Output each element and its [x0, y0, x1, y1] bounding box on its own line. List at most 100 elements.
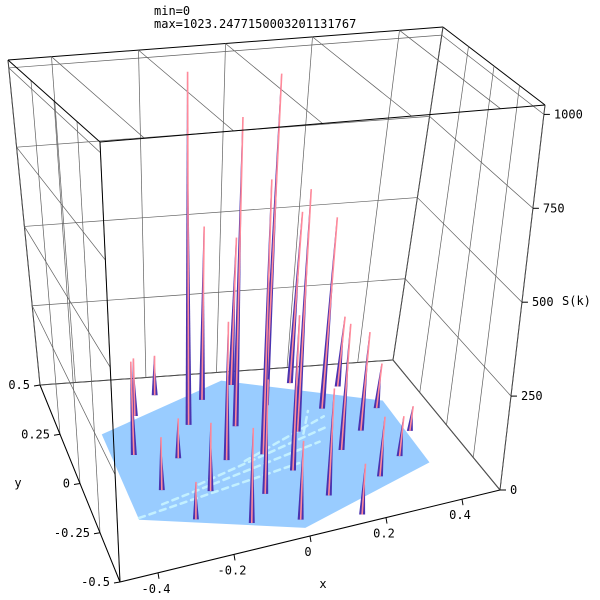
- spike-26: [325, 388, 336, 496]
- spike-29: [359, 463, 367, 515]
- x-tick-mark-2: [309, 535, 312, 543]
- spike-3: [198, 226, 205, 400]
- z-tick-label-2: 500: [532, 295, 554, 309]
- grid-y-right-0: [499, 104, 546, 491]
- y-tick-mark-1: [93, 532, 101, 535]
- x-tick-label-2: 0: [304, 545, 311, 559]
- grid-x-top-1: [138, 49, 234, 132]
- y-tick-label-3: 0.25: [21, 427, 50, 441]
- max-label: max=1023.2477150003201131767: [154, 17, 357, 31]
- spike-14: [357, 331, 371, 431]
- spike-body: [325, 388, 334, 496]
- spike-highlight: [340, 323, 352, 451]
- y-tick-mark-0: [113, 581, 121, 584]
- front-edge-4: [7, 59, 101, 143]
- spike-21: [207, 422, 214, 492]
- spike-19: [158, 437, 165, 491]
- spike-8: [319, 217, 339, 409]
- spike-highlight: [264, 379, 269, 494]
- x-tick-mark-0: [157, 572, 160, 579]
- spike-body: [260, 179, 272, 455]
- z-tick-label-0: 0: [510, 483, 517, 497]
- floor-stripe-3: [243, 415, 326, 463]
- floor-stripe-0: [137, 461, 301, 520]
- z-tick-label-4: 1000: [554, 107, 583, 121]
- y-tick-mark-2: [73, 483, 81, 485]
- spike-body: [228, 237, 236, 385]
- spike-body: [357, 332, 370, 431]
- spike-highlight: [375, 363, 383, 409]
- grid-y-left-1: [76, 121, 101, 533]
- floor-stripe-4: [302, 409, 310, 435]
- spike-highlight: [336, 316, 346, 387]
- spike-body: [373, 363, 382, 409]
- x-tick-mark-1: [233, 554, 236, 561]
- spike-22: [396, 416, 405, 457]
- floor-stripe-1: [160, 440, 321, 506]
- floor-stripe-2: [197, 425, 328, 486]
- spike-body: [338, 323, 351, 451]
- y-axis-label: y: [14, 476, 21, 490]
- x-tick-mark-4: [461, 499, 464, 506]
- grid-x-back-3: [286, 36, 313, 368]
- spike-0: [228, 237, 238, 386]
- spike-13: [175, 418, 182, 459]
- spike-18: [338, 323, 352, 451]
- spike-highlight: [264, 73, 283, 406]
- spike-highlight: [409, 406, 414, 431]
- y-tick-label-4: 0.5: [8, 378, 30, 392]
- grid-y-left-2: [53, 100, 81, 484]
- spike-highlight: [230, 237, 238, 386]
- spike-body: [396, 416, 404, 457]
- spike-body: [286, 211, 302, 384]
- spike-highlight: [186, 71, 190, 425]
- spike-9: [232, 117, 244, 427]
- spike-body: [289, 315, 299, 471]
- spike-23: [262, 379, 269, 494]
- spike-28: [297, 440, 305, 520]
- spike-11: [129, 361, 137, 456]
- spike-15: [223, 321, 230, 461]
- grid-x-top-0: [51, 56, 145, 139]
- grid-y-right-2: [446, 65, 495, 426]
- x-tick-label-1: -0.2: [218, 563, 247, 577]
- grid-x-top-2: [225, 43, 323, 124]
- front-edge-2: [99, 141, 121, 583]
- z-axis-label: S(k): [562, 294, 591, 308]
- grid-x-back-1: [138, 50, 147, 378]
- spike-highlight: [225, 321, 230, 461]
- grid-y-right-3: [419, 46, 469, 393]
- z-tick-label-1: 250: [521, 389, 543, 403]
- z-tick-label-3: 750: [543, 201, 565, 215]
- spike-highlight: [289, 211, 304, 384]
- spike-highlight: [299, 440, 305, 520]
- spike-body: [376, 416, 385, 477]
- x-tick-label-0: -0.4: [142, 582, 171, 596]
- y-tick-label-0: -0.5: [81, 575, 110, 589]
- y-tick-label-1: -0.25: [54, 526, 90, 540]
- spike-2: [286, 211, 304, 384]
- y-tick-label-2: 0: [63, 477, 70, 491]
- spike-highlight: [201, 226, 205, 400]
- spike-highlight: [398, 416, 405, 457]
- grid-y-left-3: [30, 80, 61, 435]
- spike-highlight: [160, 437, 163, 491]
- x-tick-mark-3: [385, 517, 388, 524]
- spike-body: [334, 316, 345, 387]
- grid-x-top-4: [399, 30, 501, 109]
- grid-x-back-0: [51, 56, 76, 383]
- spike-4: [334, 316, 346, 387]
- grid-x-back-4: [357, 30, 400, 363]
- x-tick-label-4: 0.4: [449, 508, 471, 522]
- tick-labels: -0.4 -0.2 0 0.2 0.4 -0.5 -0.25 0 0.25 0.5 0 250 500 7…: [8, 107, 582, 595]
- spike-25: [192, 481, 199, 520]
- grid-x-top-3: [312, 36, 412, 117]
- spike-highlight: [321, 217, 339, 409]
- spike-16: [260, 179, 273, 455]
- spike-highlight: [250, 427, 255, 524]
- spike-series: [129, 71, 414, 524]
- front-edge-3: [99, 104, 546, 143]
- spike-20: [289, 315, 301, 471]
- x-tick-label-3: 0.2: [373, 527, 395, 541]
